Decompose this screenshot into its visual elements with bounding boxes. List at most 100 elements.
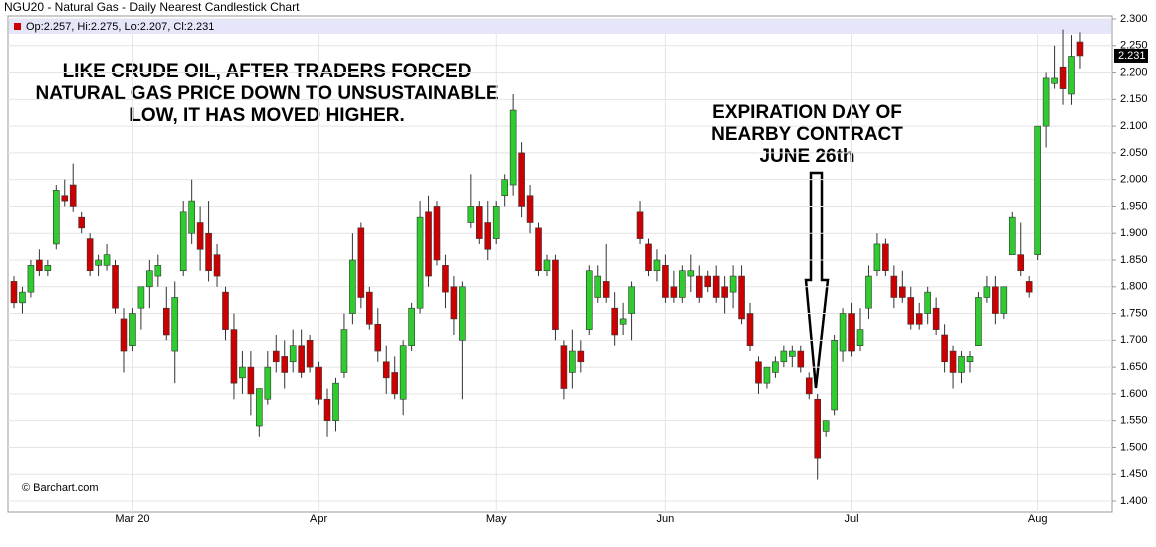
candle-body (526, 195, 534, 223)
candle-body (382, 361, 390, 379)
candle-body (492, 206, 500, 239)
candle-body (112, 265, 119, 309)
x-tick-label: Jul (845, 513, 859, 525)
y-tick-label: 1.650 (1120, 361, 1148, 373)
candle-body (577, 350, 585, 363)
candle-body (907, 297, 915, 325)
candle-body (636, 211, 644, 239)
candle-body (357, 227, 365, 298)
candle-body (213, 254, 221, 277)
candle-body (662, 265, 669, 298)
x-tick-label: May (486, 513, 507, 525)
candle-body (44, 265, 52, 272)
candle-body (289, 345, 297, 363)
candle-body (966, 356, 974, 363)
candle-body (975, 297, 982, 346)
candle-body (298, 345, 305, 373)
y-tick-label: 2.050 (1120, 147, 1148, 159)
candle-body (416, 216, 424, 309)
annotation-line: NATURAL GAS PRICE DOWN TO UNSUSTAINABLE (35, 83, 498, 104)
last-price-box (1114, 48, 1148, 63)
candle-body (69, 184, 77, 207)
y-tick-label: 1.600 (1120, 388, 1148, 400)
candle-body (332, 382, 339, 421)
annotation-line: JUNE 26th (759, 146, 854, 167)
annotation-line: LIKE CRUDE OIL, AFTER TRADERS FORCED (63, 61, 472, 82)
candle-body (103, 254, 111, 266)
candle-body (247, 366, 255, 395)
candle-body (924, 291, 931, 314)
last-price-label: 2.231 (1118, 50, 1146, 62)
candle-body (1034, 125, 1041, 255)
candle-body (188, 200, 195, 234)
candle-body (611, 307, 618, 336)
y-tick-label: 1.800 (1120, 281, 1148, 293)
y-tick-label: 2.100 (1120, 120, 1148, 132)
candle-body (36, 259, 43, 272)
candle-body (839, 313, 847, 352)
y-tick-label: 1.950 (1120, 200, 1148, 212)
candle-body (552, 259, 559, 330)
candle-body (865, 275, 872, 309)
x-tick-label: Aug (1028, 513, 1048, 525)
candle-body (230, 329, 238, 384)
y-tick-label: 1.700 (1120, 334, 1148, 346)
candle-body (120, 318, 128, 352)
candle-body (543, 259, 551, 272)
candle-body (679, 270, 686, 298)
candle-body (137, 286, 145, 309)
candle-body (281, 356, 289, 373)
candle-body (814, 398, 822, 459)
candle-body (442, 265, 449, 293)
candle-body (425, 211, 432, 277)
x-tick-label: Mar 20 (115, 513, 149, 525)
source: © Barchart.com (22, 482, 99, 494)
candle-body (467, 206, 475, 223)
candle-body (687, 270, 695, 277)
candle-body (433, 206, 441, 261)
candle-body (239, 366, 246, 379)
candle-body (569, 350, 576, 373)
candle-body (1017, 254, 1025, 272)
candle-body (958, 356, 965, 373)
candle-body (27, 265, 35, 293)
x-tick-label: Apr (310, 513, 327, 525)
candle-body (560, 345, 568, 389)
y-tick-label: 2.200 (1120, 66, 1148, 78)
candle-body (1068, 56, 1075, 95)
candle-body (628, 286, 635, 314)
candle-body (146, 270, 153, 288)
candle-body (1008, 216, 1016, 255)
candle-body (484, 222, 492, 250)
y-tick-label: 1.500 (1120, 441, 1148, 453)
candle-body (645, 243, 652, 272)
candle-body (1076, 41, 1084, 57)
candle-body (856, 329, 864, 346)
candle-body (535, 227, 542, 272)
candle-body (256, 388, 263, 427)
candle-body (78, 216, 85, 229)
candle-body (196, 222, 204, 250)
candle-body (10, 281, 18, 304)
candle-body (805, 377, 813, 395)
candle-body (602, 281, 610, 298)
candle-body (1042, 77, 1050, 127)
candle-body (873, 243, 881, 272)
candle-body (585, 270, 593, 330)
candle-body (915, 313, 923, 325)
candle-body (898, 286, 906, 298)
candle-body (763, 366, 771, 384)
candle-body (789, 350, 796, 357)
candle-body (848, 313, 855, 352)
candle-body (594, 275, 602, 298)
y-tick-label: 2.000 (1120, 174, 1148, 186)
candle-body (1000, 286, 1008, 314)
candle-body (450, 286, 458, 320)
annotation-line: EXPIRATION DAY OF (712, 102, 902, 123)
candle-body (729, 275, 737, 293)
annotation-line: NEARBY CONTRACT (711, 124, 903, 145)
candle-body (890, 275, 898, 298)
legend-bar (9, 19, 1111, 34)
